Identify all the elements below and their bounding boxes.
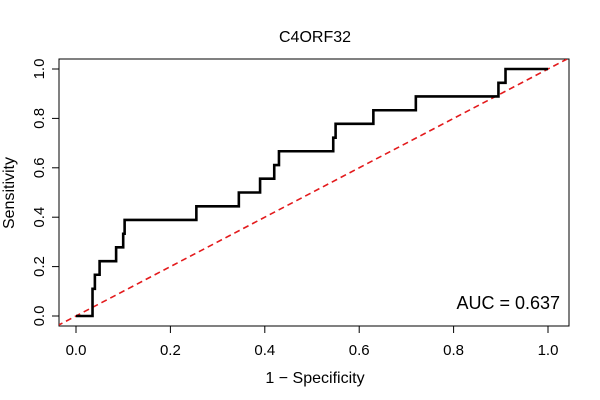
y-tick-label: 0.8 [31, 108, 48, 129]
series-layer [59, 59, 568, 326]
y-tick-label: 0.2 [31, 256, 48, 277]
x-tick-label: 0.8 [443, 342, 464, 359]
x-tick-label: 0.4 [254, 342, 275, 359]
y-tick-label: 0.4 [31, 207, 48, 228]
y-axis-title: Sensitivity [1, 157, 18, 229]
x-axis: 0.0 0.2 0.4 0.6 0.8 1.0 [66, 325, 559, 359]
chance-diagonal-line [59, 59, 568, 326]
x-tick-label: 1.0 [538, 342, 559, 359]
roc-curve-line [76, 67, 548, 318]
x-tick-label: 0.6 [349, 342, 370, 359]
y-tick-label: 1.0 [31, 59, 48, 80]
x-tick-label: 0.0 [66, 342, 87, 359]
y-tick-label: 0.6 [31, 157, 48, 178]
auc-annotation: AUC = 0.637 [456, 293, 560, 313]
chart-title: C4ORF32 [279, 29, 351, 46]
x-axis-title: 1 − Specificity [265, 370, 364, 387]
plot-frame [58, 58, 570, 327]
y-axis: 0.0 0.2 0.4 0.6 0.8 1.0 [31, 59, 60, 327]
y-tick-label: 0.0 [31, 306, 48, 327]
x-tick-label: 0.2 [160, 342, 181, 359]
